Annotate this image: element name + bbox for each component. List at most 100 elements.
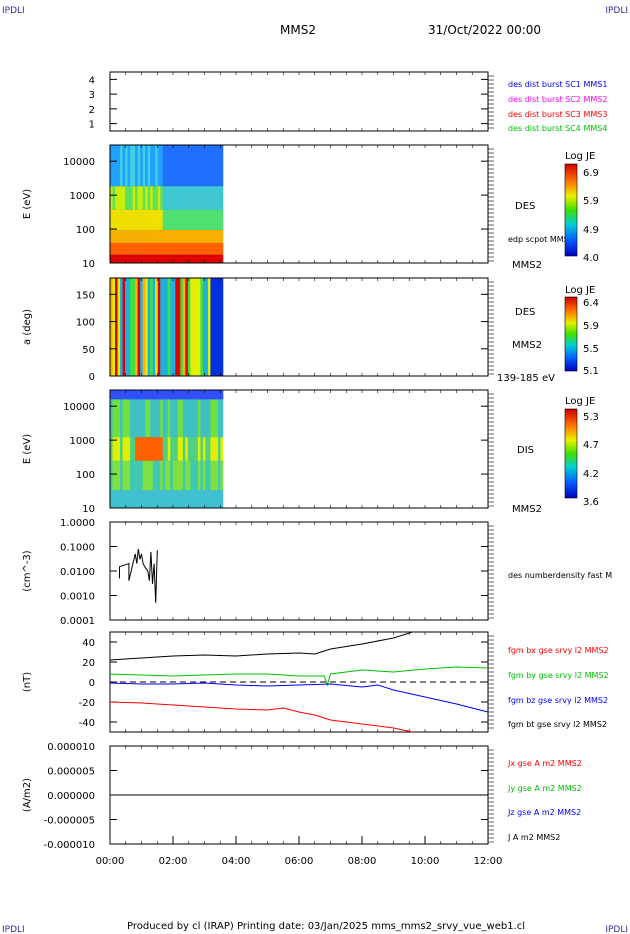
spectrogram-cell (197, 490, 201, 508)
spectrogram-cell (147, 209, 151, 230)
spectrogram-cell (150, 399, 153, 438)
spectrogram-cell (175, 145, 179, 187)
spectrogram-cell (192, 437, 196, 461)
spectrogram-cell (175, 254, 179, 263)
spectrogram-cell (192, 229, 196, 243)
y-tick-label: 0.000005 (47, 767, 95, 778)
spectrogram-cell (180, 209, 184, 230)
instrument-label: DES (515, 201, 535, 212)
spectrogram-cell (180, 145, 184, 187)
colorbar (564, 296, 578, 372)
spectrogram-cell (147, 254, 151, 263)
spectrogram-cell (172, 490, 176, 508)
spectrogram-cell (167, 490, 171, 508)
colorbar-title: Log JE (565, 396, 595, 407)
spectrogram-cell (172, 254, 176, 263)
overlay-label: edp scpot MMS2 (508, 235, 574, 244)
spectrogram-cell (157, 186, 161, 210)
spectrogram-cell (195, 460, 199, 491)
spectrogram-cell (180, 278, 184, 376)
spectrogram-cell (192, 490, 196, 508)
spectrogram-cell (220, 209, 224, 230)
spectrogram-cell (135, 390, 138, 400)
spectrogram-cell (180, 242, 184, 255)
spectrogram-cell (150, 390, 153, 400)
spectrogram-cell (127, 242, 131, 255)
spectrogram-cell (150, 209, 153, 230)
spectrogram-cell (115, 437, 118, 461)
spacecraft-label: MMS2 (512, 504, 542, 515)
spectrogram-cell (177, 145, 181, 187)
spectrogram-cell (217, 390, 221, 400)
spectrogram-cell (147, 399, 151, 438)
spectrogram-cell (165, 390, 169, 400)
spectrogram-cell (197, 460, 201, 491)
spectrogram-cell (162, 390, 166, 400)
spectrogram-cell (207, 437, 211, 461)
y-axis: 0.000010 0.000005 0.000000 -0.000005 -0.0000… (44, 742, 494, 851)
spectrogram-cell (110, 209, 113, 230)
spectrogram-cell (162, 209, 166, 230)
spectrogram-cell (140, 229, 143, 243)
legend-entry: fgm by gse srvy l2 MMS2 (508, 671, 609, 680)
spectrogram-cell (215, 209, 219, 230)
spectrogram-cell (142, 229, 146, 243)
spectrogram-cell (190, 254, 194, 263)
spectrogram-cell (195, 437, 199, 461)
spectrogram-cell (165, 460, 169, 491)
spectrogram-cell (190, 186, 194, 210)
spectrogram-cell (177, 229, 181, 243)
spectrogram-cell (182, 437, 186, 461)
spectrogram-cell (185, 460, 189, 491)
y-tick-label: 20 (82, 658, 95, 669)
colorbar-tick: 5.9 (583, 321, 599, 332)
spectrogram-cell (212, 399, 216, 438)
spectrogram-cell (120, 437, 123, 461)
spectrogram-cell (207, 278, 211, 376)
spectrogram-cell (200, 278, 204, 376)
spectrogram-cell (197, 278, 201, 376)
spectrogram-cell (170, 460, 174, 491)
y-tick-label: 40 (82, 638, 95, 649)
spectrogram-cell (130, 254, 133, 263)
spectrogram-cell (125, 229, 128, 243)
spectrogram-cell (152, 186, 156, 210)
colorbar-tick: 6.4 (583, 298, 599, 309)
spectrogram-cell (155, 209, 159, 230)
spectrogram-cell (157, 490, 161, 508)
spectrogram-cell (112, 278, 116, 376)
spectrogram-cell (197, 186, 201, 210)
spectrogram-cell (130, 186, 133, 210)
spectrogram-cell (147, 278, 151, 376)
spectrogram-cell (175, 437, 179, 461)
spectrogram-cell (160, 490, 164, 508)
spectrogram-cell (162, 254, 166, 263)
spectrogram-cell (122, 278, 126, 376)
instrument-label: DIS (517, 445, 534, 456)
spectrogram-cell (132, 254, 136, 263)
spectrogram-cell (132, 390, 136, 400)
spectrogram-cell (137, 399, 141, 438)
corner-label-bottom-right: IPDLI (605, 925, 628, 934)
spectrogram-cell (170, 490, 174, 508)
y-tick-label: 2 (89, 105, 95, 116)
spectrogram-cell (190, 229, 194, 243)
spectrogram-cell (177, 460, 181, 491)
spectrogram-cell (150, 460, 153, 491)
spectrogram-cell (110, 399, 113, 438)
spectrogram-cell (180, 229, 184, 243)
spectrogram-cell (172, 399, 176, 438)
spectrogram-cell (160, 460, 164, 491)
spectrogram-cell (192, 254, 196, 263)
spectrogram-cell (217, 209, 221, 230)
spectrogram-cell (142, 399, 146, 438)
spectrogram-cell (215, 390, 219, 400)
spectrogram-cell (130, 209, 133, 230)
spectrogram-cell (197, 390, 201, 400)
instrument-label: DES (515, 307, 535, 318)
spectrogram-cell (175, 209, 179, 230)
spectrogram-cell (130, 278, 133, 376)
spectrogram-cell (142, 242, 146, 255)
spectrogram-cell (140, 460, 143, 491)
